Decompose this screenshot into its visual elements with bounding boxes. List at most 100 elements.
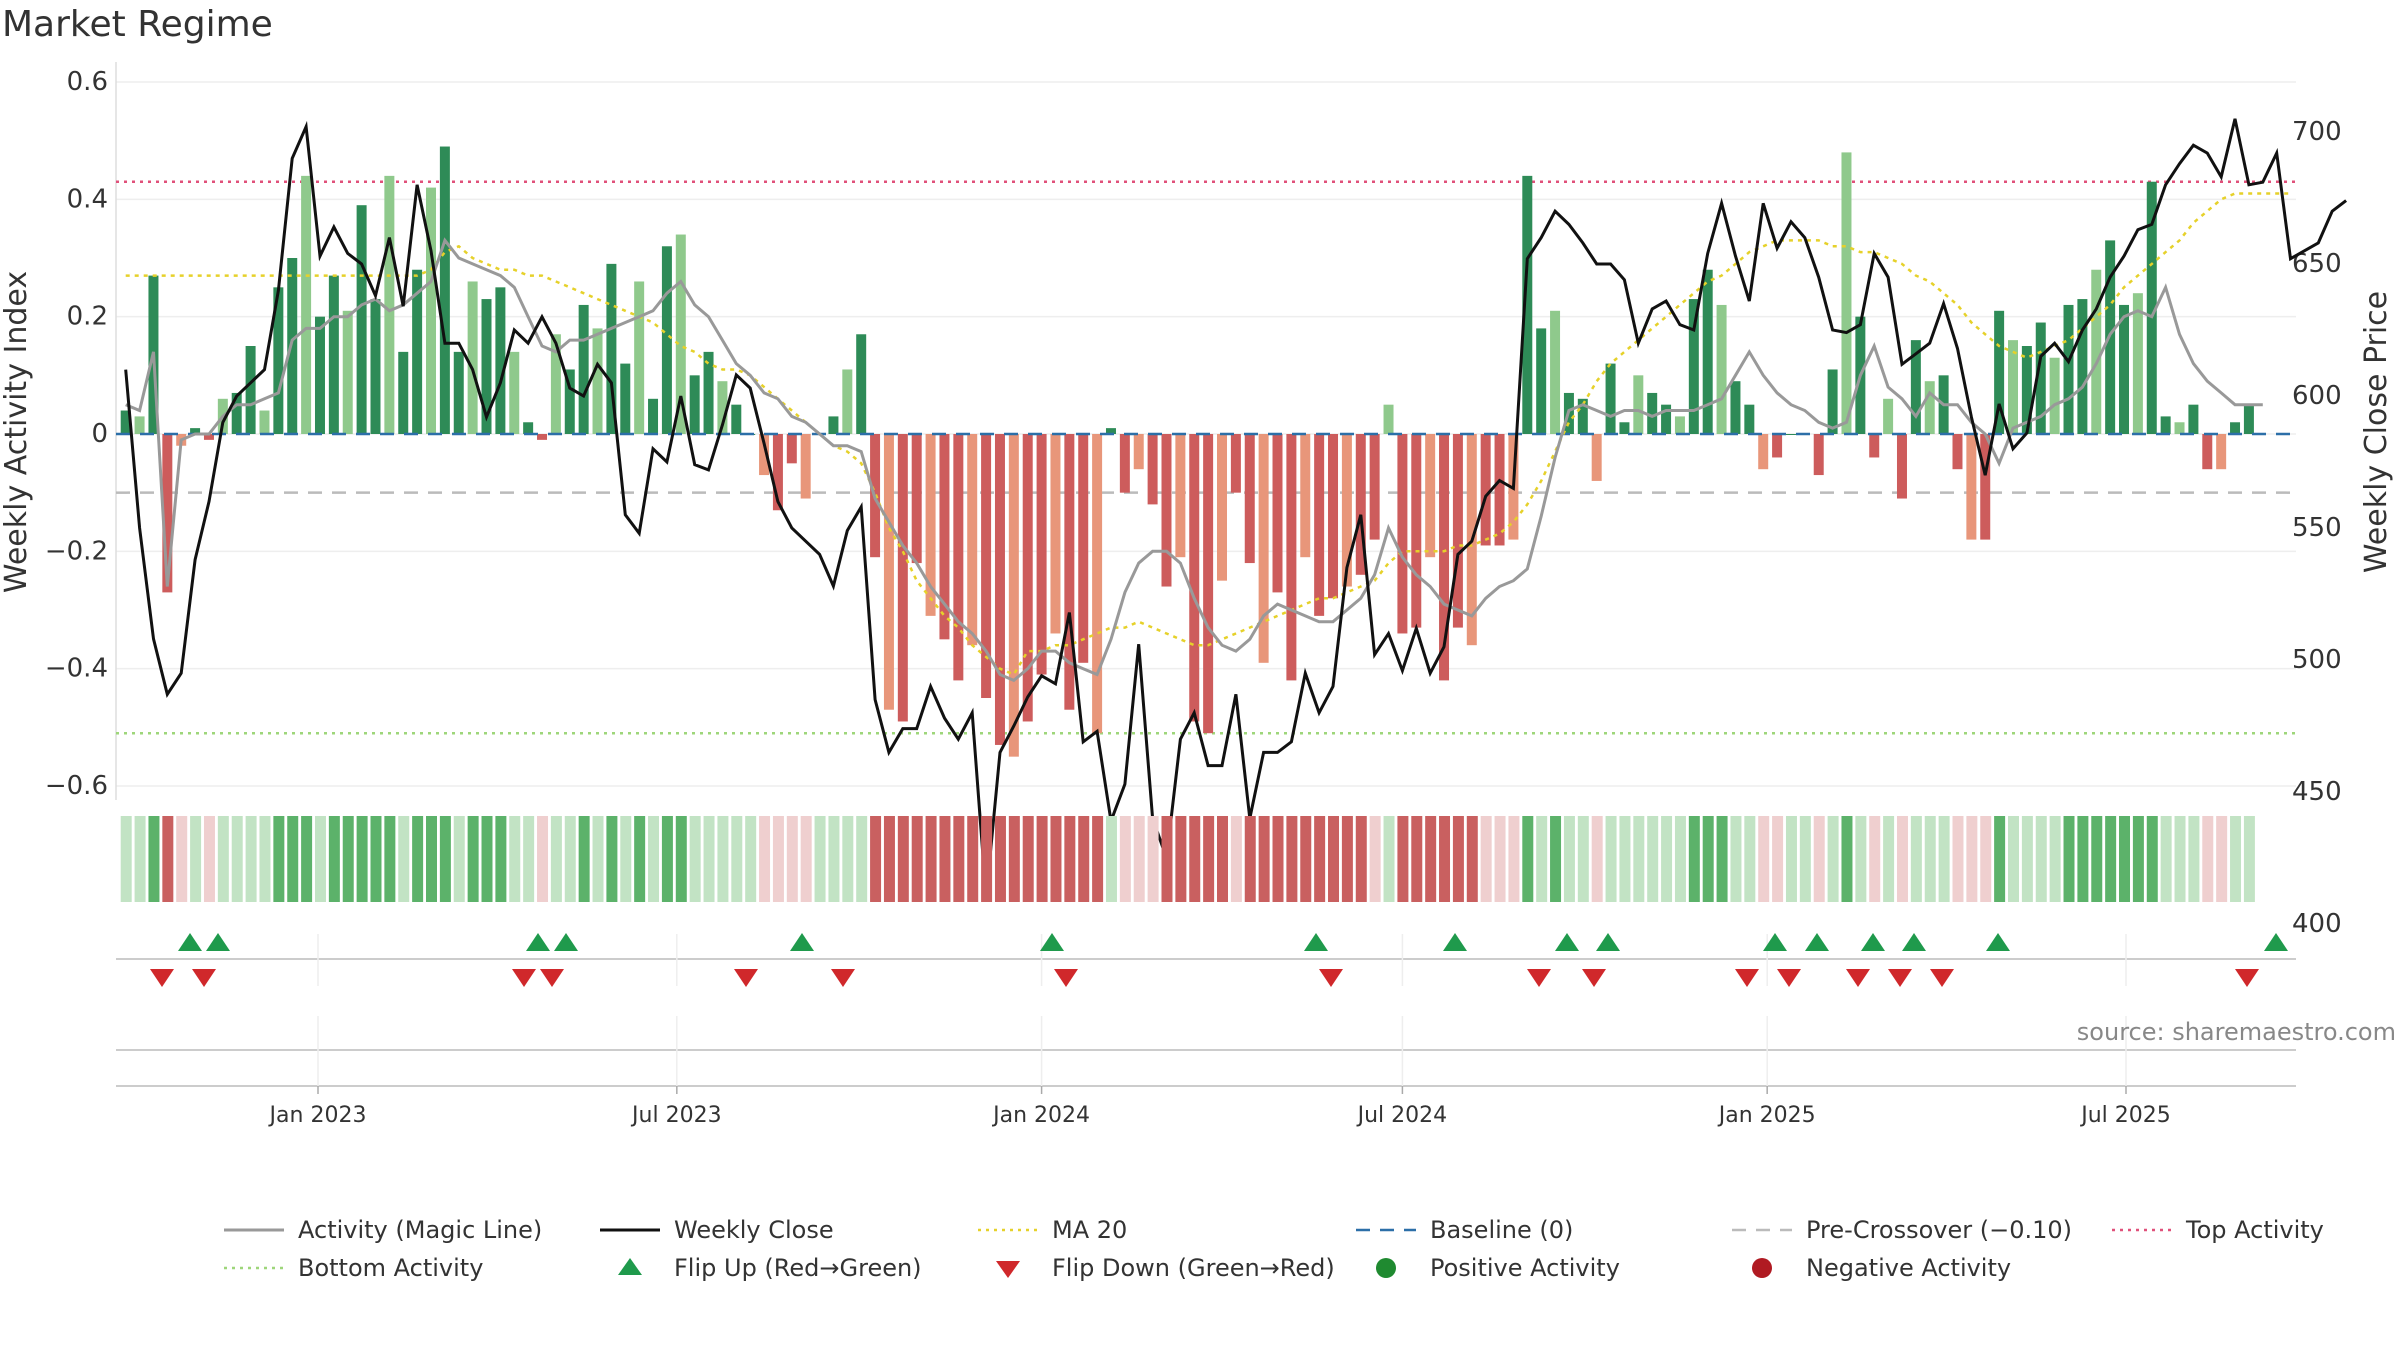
activity-bar bbox=[2174, 422, 2185, 434]
regime-strip-cell bbox=[509, 816, 521, 902]
regime-strip-cell bbox=[1508, 816, 1520, 902]
regime-strip-cell bbox=[2174, 816, 2186, 902]
regime-strip-cell bbox=[2243, 816, 2255, 902]
activity-bar bbox=[1577, 398, 1588, 434]
ma20-line bbox=[125, 192, 2291, 677]
activity-bar bbox=[273, 287, 284, 434]
regime-strip-cell bbox=[1161, 816, 1173, 902]
activity-bar bbox=[2035, 322, 2046, 434]
regime-strip-cell bbox=[1841, 816, 1853, 902]
activity-bar bbox=[1633, 375, 1644, 434]
legend-symbol-circle bbox=[1354, 1256, 1418, 1280]
regime-strip-cell bbox=[412, 816, 424, 902]
activity-bar bbox=[162, 434, 173, 593]
regime-strip-cell bbox=[245, 816, 257, 902]
regime-strip-cell bbox=[606, 816, 618, 902]
activity-bar bbox=[925, 434, 936, 616]
regime-strip-cell bbox=[1244, 816, 1256, 902]
regime-strip-cell bbox=[772, 816, 784, 902]
regime-strip-cell bbox=[1439, 816, 1451, 902]
regime-strip-cell bbox=[2132, 816, 2144, 902]
regime-strip-cell bbox=[731, 816, 743, 902]
activity-bar bbox=[772, 434, 783, 511]
activity-bar bbox=[1813, 434, 1824, 476]
flip-down-marker bbox=[734, 969, 758, 987]
flip-down-marker bbox=[1930, 969, 1954, 987]
regime-strip-cell bbox=[1008, 816, 1020, 902]
activity-bar bbox=[1244, 434, 1255, 564]
x-tick-label: Jan 2023 bbox=[268, 1103, 367, 1128]
flip-down-marker bbox=[1735, 969, 1759, 987]
flip-up-marker bbox=[790, 933, 814, 951]
regime-strip-cell bbox=[1452, 816, 1464, 902]
regime-strip-cell bbox=[259, 816, 271, 902]
flip-up-marker bbox=[526, 933, 550, 951]
activity-bar bbox=[897, 434, 908, 722]
regime-strip-cell bbox=[828, 816, 840, 902]
flip-up-marker bbox=[1040, 933, 1064, 951]
activity-bar bbox=[2049, 357, 2060, 434]
regime-strip-cell bbox=[1980, 816, 1992, 902]
regime-strip-cell bbox=[870, 816, 882, 902]
regime-strip-cell bbox=[1799, 816, 1811, 902]
y-tick-left: 0.2 bbox=[67, 302, 108, 332]
flip-up-marker bbox=[1986, 933, 2010, 951]
magic-line bbox=[125, 237, 2263, 683]
activity-bar bbox=[1910, 340, 1921, 434]
legend-symbol-circle bbox=[1730, 1256, 1794, 1280]
activity-bar bbox=[1869, 434, 1880, 458]
activity-bar bbox=[1827, 369, 1838, 434]
regime-strip-cell bbox=[301, 816, 313, 902]
activity-bar bbox=[1022, 434, 1033, 722]
activity-bar bbox=[1647, 392, 1658, 434]
activity-bar bbox=[1105, 428, 1116, 434]
activity-bar bbox=[2119, 304, 2130, 434]
regime-strip-cell bbox=[2105, 816, 2117, 902]
activity-bar bbox=[1425, 434, 1436, 558]
activity-bar bbox=[2230, 422, 2241, 434]
flip-up-marker bbox=[1304, 933, 1328, 951]
flip-down-marker bbox=[192, 969, 216, 987]
regime-strip-cell bbox=[1591, 816, 1603, 902]
flip-up-marker bbox=[206, 933, 230, 951]
regime-strip-cell bbox=[1785, 816, 1797, 902]
regime-strip-cell bbox=[1286, 816, 1298, 902]
activity-bar bbox=[1147, 434, 1158, 505]
regime-strip-cell bbox=[1827, 816, 1839, 902]
legend-item: Activity (Magic Line) bbox=[222, 1216, 542, 1244]
regime-strip-cell bbox=[550, 816, 562, 902]
flip-down-marker bbox=[1888, 969, 1912, 987]
regime-strip-cell bbox=[217, 816, 229, 902]
activity-bar bbox=[1258, 434, 1269, 663]
activity-bar bbox=[786, 434, 797, 464]
regime-strip-cell bbox=[1272, 816, 1284, 902]
flip-down-marker bbox=[1319, 969, 1343, 987]
activity-bar bbox=[2243, 404, 2254, 434]
regime-strip-cell bbox=[231, 816, 243, 902]
regime-strip-cell bbox=[1536, 816, 1548, 902]
activity-bar bbox=[550, 334, 561, 434]
regime-strip-cell bbox=[1633, 816, 1645, 902]
activity-bar bbox=[1078, 434, 1089, 663]
activity-bar bbox=[661, 246, 672, 434]
regime-strip-cell bbox=[1674, 816, 1686, 902]
activity-bar bbox=[426, 187, 436, 434]
regime-strip-cell bbox=[1716, 816, 1728, 902]
regime-strip-cell bbox=[1813, 816, 1825, 902]
legend-symbol-dashed bbox=[1354, 1218, 1418, 1242]
regime-strip-cell bbox=[176, 816, 188, 902]
activity-bar bbox=[1217, 434, 1227, 581]
activity-bar bbox=[1452, 434, 1463, 628]
activity-bar bbox=[2216, 434, 2227, 470]
regime-strip-cell bbox=[883, 816, 895, 902]
legend-symbol-dotted bbox=[222, 1256, 286, 1280]
activity-bar bbox=[1175, 434, 1186, 558]
regime-strip-cell bbox=[481, 816, 493, 902]
flip-up-marker bbox=[1596, 933, 1620, 951]
activity-bar bbox=[1439, 434, 1450, 681]
y-tick-left: 0 bbox=[91, 419, 108, 449]
flip-down-marker bbox=[1846, 969, 1870, 987]
activity-bar bbox=[1785, 434, 1796, 435]
legend-item: MA 20 bbox=[976, 1216, 1127, 1244]
legend-item: Bottom Activity bbox=[222, 1254, 483, 1282]
